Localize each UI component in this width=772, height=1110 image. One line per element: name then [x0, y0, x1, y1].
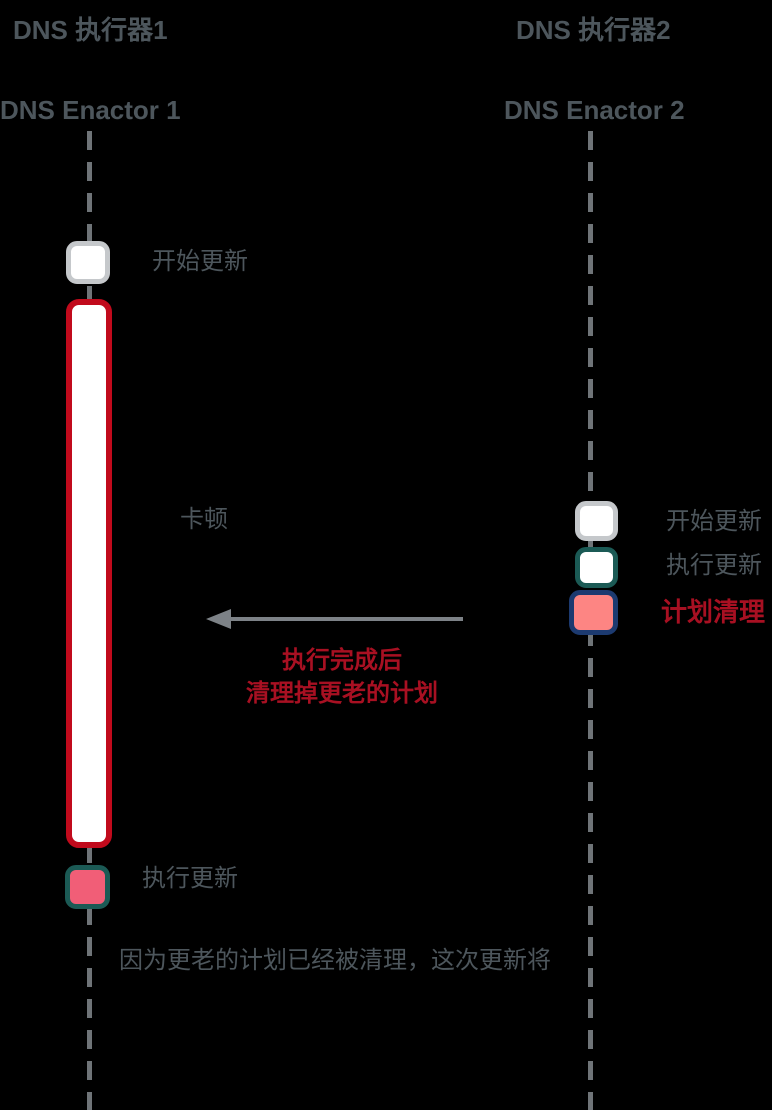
- label-execute-update-1: 执行更新: [142, 865, 238, 892]
- label-stuck: 卡顿: [180, 506, 228, 533]
- event-node-start-update-2: [575, 501, 618, 541]
- actor2-title-en: DNS Enactor 2: [504, 95, 685, 125]
- label-execute-update-2: 执行更新: [666, 552, 762, 579]
- arrow-annotation-line1: 执行完成后: [282, 647, 402, 674]
- event-node-plan-cleanup-2: [569, 590, 618, 635]
- event-node-execute-update-2: [575, 547, 618, 588]
- label-plan-cleanup-2: 计划清理: [661, 597, 766, 627]
- actor2-title-zh: DNS 执行器2: [516, 15, 671, 45]
- label-start-update-1: 开始更新: [152, 248, 248, 275]
- actor1-title-zh: DNS 执行器1: [13, 15, 168, 45]
- bottom-note: 因为更老的计划已经被清理，这次更新将: [119, 947, 551, 974]
- event-node-execute-update-1: [65, 865, 110, 909]
- arrow-annotation-line2: 清理掉更老的计划: [246, 680, 438, 707]
- arrow-annotation: 执行完成后 清理掉更老的计划: [222, 644, 462, 710]
- event-node-start-update-1: [66, 241, 110, 284]
- message-arrow-line: [228, 617, 463, 621]
- actor1-title-en: DNS Enactor 1: [0, 95, 181, 125]
- label-start-update-2: 开始更新: [666, 508, 762, 535]
- arrow-left-icon: [206, 609, 231, 629]
- duration-bar-stuck: [66, 299, 112, 848]
